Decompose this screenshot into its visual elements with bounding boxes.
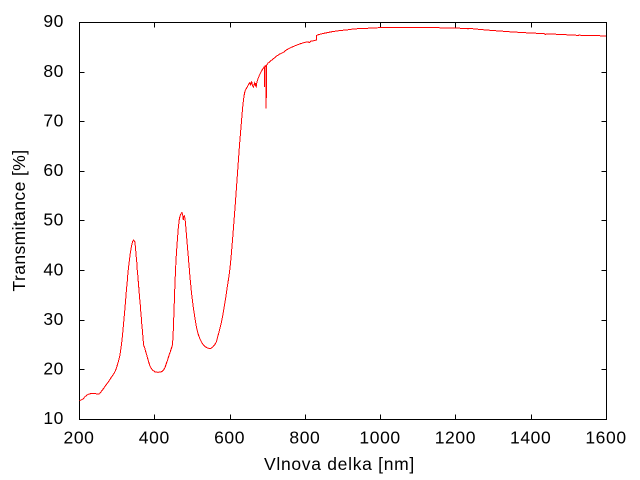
svg-text:1600: 1600: [585, 427, 626, 447]
svg-text:600: 600: [214, 427, 245, 447]
svg-text:1000: 1000: [359, 427, 400, 447]
svg-text:50: 50: [43, 210, 64, 230]
svg-text:90: 90: [43, 11, 64, 31]
svg-text:Vlnova delka [nm]: Vlnova delka [nm]: [264, 454, 415, 474]
svg-text:30: 30: [43, 309, 64, 329]
svg-text:800: 800: [289, 427, 320, 447]
svg-text:1400: 1400: [510, 427, 551, 447]
svg-text:Transmitance [%]: Transmitance [%]: [9, 150, 29, 292]
svg-text:60: 60: [43, 160, 64, 180]
svg-text:20: 20: [43, 359, 64, 379]
svg-text:400: 400: [139, 427, 170, 447]
svg-text:200: 200: [64, 427, 95, 447]
svg-text:80: 80: [43, 61, 64, 81]
svg-text:1200: 1200: [435, 427, 476, 447]
svg-text:70: 70: [43, 111, 64, 131]
svg-text:10: 10: [43, 408, 64, 428]
svg-text:40: 40: [43, 259, 64, 279]
